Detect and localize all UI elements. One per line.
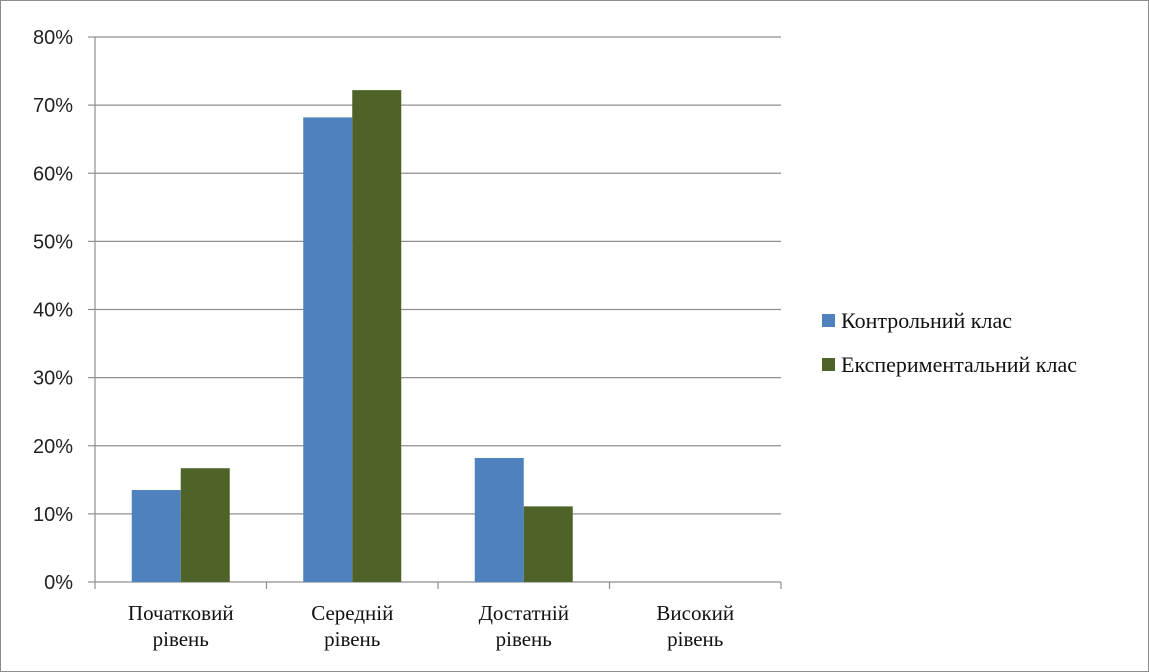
y-tick-label: 40% [33,300,73,322]
bar [474,458,524,582]
x-category-label: рівень [496,627,552,651]
x-category-label: рівень [153,627,209,651]
y-tick-label: 20% [33,436,73,458]
legend-label: Контрольний клас [841,308,1012,333]
y-tick-label: 10% [33,504,73,526]
y-tick-label: 60% [33,163,73,185]
bar [303,117,353,582]
x-category-label: Високий [656,601,734,625]
bar [523,506,573,582]
legend-swatch [822,314,835,327]
y-tick-label: 70% [33,95,73,117]
bar [180,468,230,582]
x-category-label: Середній [311,601,393,625]
x-category-label: Початковий [128,601,234,625]
y-tick-label: 0% [44,572,73,594]
x-category-label: рівень [324,627,380,651]
x-category-label: рівень [667,627,723,651]
legend-label: Експериментальний клас [841,352,1077,377]
bar [131,490,181,582]
legend-swatch [822,358,835,371]
bar [352,90,402,582]
y-tick-label: 80% [33,27,73,49]
y-tick-label: 50% [33,231,73,253]
x-category-label: Достатній [479,601,569,625]
y-tick-label: 30% [33,368,73,390]
